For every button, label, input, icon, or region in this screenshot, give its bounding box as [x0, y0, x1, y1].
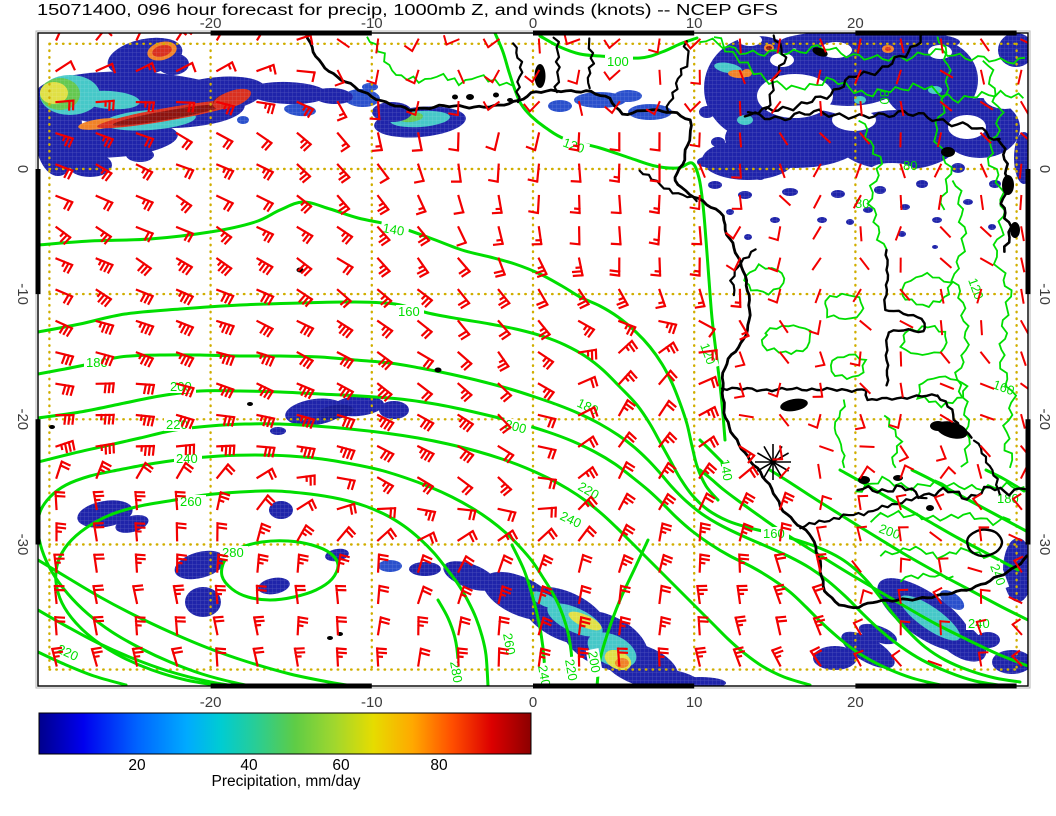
svg-text:80: 80: [430, 757, 448, 774]
svg-text:0: 0: [1036, 165, 1053, 173]
svg-text:-30: -30: [1036, 534, 1053, 556]
svg-text:160: 160: [398, 304, 420, 319]
svg-text:200: 200: [585, 650, 604, 674]
svg-text:200: 200: [877, 521, 903, 543]
svg-text:20: 20: [847, 15, 864, 32]
svg-text:240: 240: [987, 562, 1009, 588]
svg-text:180: 180: [86, 355, 108, 370]
svg-text:20: 20: [128, 757, 146, 774]
svg-text:10: 10: [686, 15, 703, 32]
svg-text:280: 280: [222, 545, 244, 560]
svg-text:220: 220: [166, 417, 188, 432]
svg-text:140: 140: [381, 220, 405, 239]
svg-text:-30: -30: [14, 534, 31, 556]
svg-text:80: 80: [877, 90, 892, 104]
svg-text:80: 80: [903, 158, 917, 173]
svg-text:-10: -10: [361, 694, 383, 711]
svg-text:0: 0: [529, 15, 537, 32]
svg-text:0: 0: [529, 694, 537, 711]
svg-text:40: 40: [240, 757, 258, 774]
svg-text:280: 280: [447, 660, 466, 684]
svg-text:-20: -20: [200, 15, 222, 32]
svg-text:-20: -20: [1036, 408, 1053, 430]
svg-text:-10: -10: [361, 15, 383, 32]
svg-text:140: 140: [717, 458, 736, 482]
svg-text:-10: -10: [14, 283, 31, 305]
svg-text:10: 10: [686, 694, 703, 711]
svg-text:240: 240: [535, 664, 554, 688]
svg-text:180: 180: [997, 491, 1019, 506]
svg-text:15071400, 096 hour forecast fo: 15071400, 096 hour forecast for precip, …: [37, 2, 778, 19]
svg-text:200: 200: [503, 416, 528, 436]
svg-text:120: 120: [965, 276, 987, 302]
svg-text:-20: -20: [200, 694, 222, 711]
svg-text:100: 100: [607, 54, 629, 69]
svg-text:240: 240: [176, 451, 198, 466]
svg-text:0: 0: [14, 165, 31, 173]
svg-text:160: 160: [763, 526, 785, 541]
svg-text:20: 20: [847, 694, 864, 711]
svg-text:Precipitation, mm/day: Precipitation, mm/day: [211, 773, 360, 790]
svg-text:-10: -10: [1036, 283, 1053, 305]
svg-text:-20: -20: [14, 408, 31, 430]
svg-text:160: 160: [991, 377, 1017, 399]
svg-text:200: 200: [170, 379, 192, 394]
svg-text:60: 60: [332, 757, 350, 774]
svg-text:260: 260: [180, 494, 202, 509]
svg-text:220: 220: [562, 658, 581, 682]
